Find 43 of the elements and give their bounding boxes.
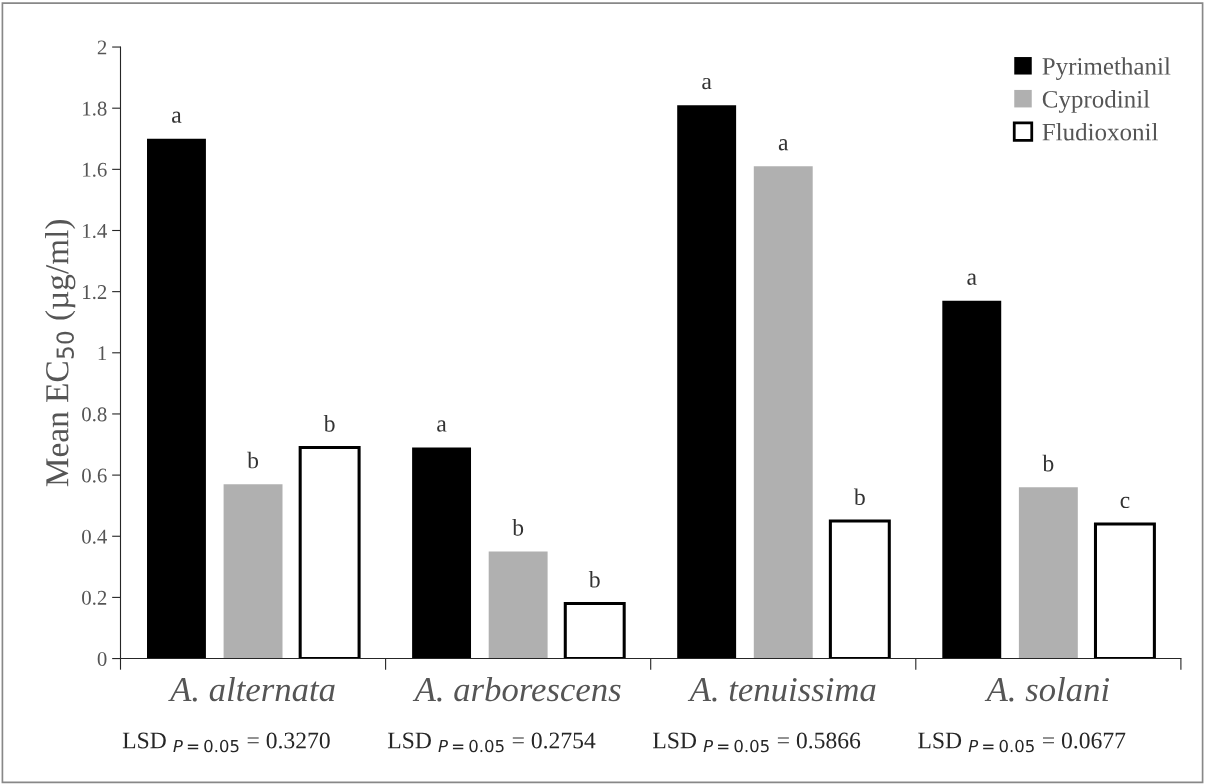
data-label: a [702,77,712,90]
legend-label: Pyrimethanil [1042,57,1171,80]
y-tick-label: 1.6 [83,162,107,177]
data-label: a [778,139,789,151]
legend-label: Cyprodinil [1042,90,1150,113]
y-tick-label: 0.2 [82,590,107,605]
data-label: b [1042,454,1054,472]
y-tick-label: 1.2 [83,285,107,300]
text: LSD $_{P=0.05}$ = 0.2754 [387,732,596,753]
bar [753,166,813,659]
y-tick-label: 0.6 [82,468,107,483]
y-axis-title: Mean EC$_{50}$ (µg/ml) [45,220,76,487]
data-label: b [853,488,865,506]
y-tick-label: 2 [97,40,107,55]
x-tick-label: A. tenuissima [687,678,876,702]
x-tick-label: A. alternata [168,676,335,702]
data-label: b [323,415,335,432]
bar [147,138,206,659]
data-label: a [437,420,447,432]
bar [412,447,472,659]
y-tick-label: 0.4 [82,529,107,544]
x-tick-label: A. arborescens [412,676,621,702]
y-tick-label: 0 [97,651,107,666]
bar [677,105,737,659]
y-tick-label: 1.4 [83,223,107,239]
data-label: a [172,111,182,123]
bar [1018,487,1078,659]
y-tick-label: 1 [98,346,107,361]
text: LSD $_{P=0.05}$ = 0.5866 [653,732,861,753]
text: LSD $_{P=0.05}$ = 0.3270 [122,732,330,753]
bar [488,551,548,659]
data-label: b [512,519,524,536]
data-label: b [247,451,259,469]
y-tick-label: 0.8 [82,407,107,422]
bar [942,300,1002,659]
y-tick-label: 1.8 [83,101,107,116]
text: LSD $_{P=0.05}$ = 0.0677 [918,732,1126,753]
x-tick-label: A. solani [984,676,1110,702]
data-label: a [967,273,977,285]
data-label: b [588,571,600,588]
data-label: c [1120,496,1130,509]
bar [223,484,283,659]
legend-label: Fludioxonil [1042,122,1158,141]
